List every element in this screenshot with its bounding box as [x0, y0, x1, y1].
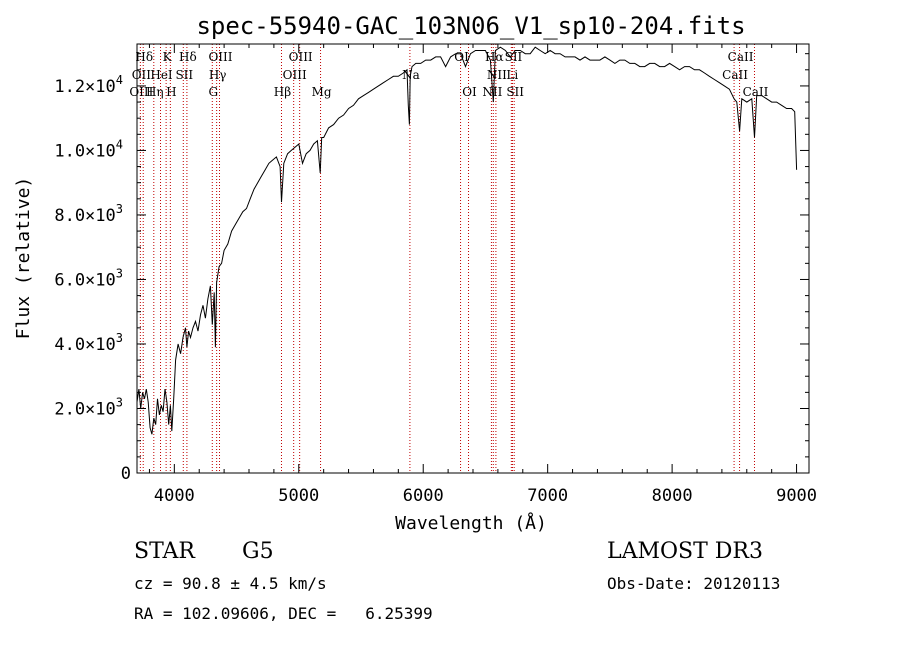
spectral-line-label-22: Li [506, 68, 518, 82]
spectral-line-label-20: SII [505, 50, 523, 64]
y-axis: 0 2.0×103 4.0×103 6.0×103 8.0×103 1.0×104 1.2×… [54, 53, 809, 484]
x-tick-label-8000: 8000 [652, 486, 693, 506]
spectral-line-label-2: OIII [129, 85, 153, 99]
spectral-line-label-27: CaII [743, 85, 769, 99]
flux-series-line [136, 46, 798, 435]
y-tick-label-4000: 4.0×103 [54, 331, 123, 355]
spectral-line-label-17: OI [454, 50, 469, 64]
spectral-line-label-15: Mg [312, 85, 332, 99]
x-tick-label-7000: 7000 [527, 486, 568, 506]
spectral-line-label-5: Hη [146, 85, 164, 99]
spectral-line-label-21: NII [487, 68, 507, 82]
spectral-line-markers [139, 44, 755, 473]
spectral-line-labels: Hδ OII OIII K HeI Hη SII H Hδ OIII Hγ G OIII OIII Hβ Mg… [129, 50, 768, 99]
x-tick-label-6000: 6000 [403, 486, 444, 506]
spectral-line-label-18: OI [462, 85, 477, 99]
obs-date: Obs-Date: 20120113 [607, 574, 781, 593]
y-tick-label-8000: 8.0×103 [54, 202, 123, 226]
coordinates: RA = 102.09606, DEC = 6.25399 [134, 604, 433, 623]
spectral-line-label-8: Hδ [179, 50, 197, 64]
spectral-line-label-6: SII [175, 68, 193, 82]
spectral-line-label-9: OIII [208, 50, 232, 64]
spectral-line-label-24: SII [506, 85, 524, 99]
spectral-line-label-3: K [163, 50, 173, 64]
x-tick-label-4000: 4000 [154, 486, 195, 506]
spectral-line-label-4: HeI [150, 68, 173, 82]
y-tick-label-10000: 1.0×104 [54, 137, 123, 161]
y-tick-label-0: 0 [121, 464, 131, 484]
spectral-line-label-23: NII [482, 85, 502, 99]
spectral-line-label-26: CaII [722, 68, 748, 82]
object-subclass: G5 [242, 539, 274, 564]
object-class: STAR [134, 539, 195, 564]
spectral-line-label-16: Na [402, 68, 420, 82]
x-tick-label-5000: 5000 [278, 486, 319, 506]
spectral-line-label-13: OIII [283, 68, 307, 82]
y-tick-label-12000: 1.2×104 [54, 73, 123, 97]
survey-name: LAMOST DR3 [607, 539, 763, 564]
spectral-line-label-14: Hβ [274, 85, 291, 99]
plot-frame [136, 43, 810, 474]
x-tick-label-9000: 9000 [776, 486, 817, 506]
x-axis-label: Wavelength (Å) [395, 512, 547, 534]
spectral-line-label-12: OIII [289, 50, 313, 64]
spectral-line-label-10: Hγ [209, 68, 227, 82]
spectral-line-label-0: Hδ [135, 50, 153, 64]
redshift-text: cz = 90.8 ± 4.5 km/s [134, 574, 327, 593]
spectral-line-label-11: G [208, 85, 218, 99]
spectral-line-label-25: CaII [728, 50, 754, 64]
chart-title: spec-55940-GAC_103N06_V1_sp10-204.fits [196, 12, 745, 40]
x-axis: 4000 5000 6000 7000 8000 9000 [148, 44, 817, 506]
y-axis-label: Flux (relative) [13, 177, 34, 340]
spectral-line-label-1: OII [132, 68, 152, 82]
y-tick-label-6000: 6.0×103 [54, 266, 123, 290]
y-tick-label-2000: 2.0×103 [54, 395, 123, 419]
spectral-line-label-7: H [166, 85, 176, 99]
spectral-line-label-19: Hα [485, 50, 504, 64]
